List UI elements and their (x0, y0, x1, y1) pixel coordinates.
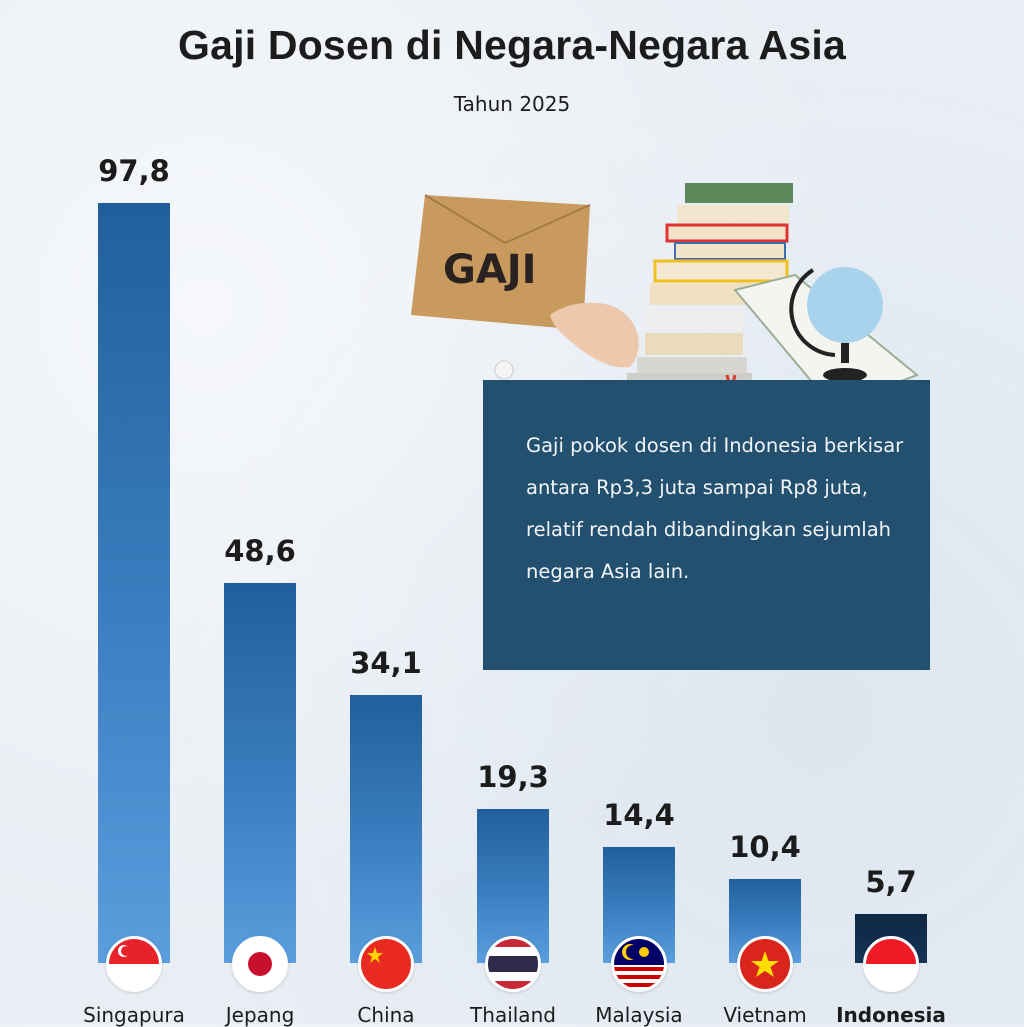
value-label: 48,6 (224, 534, 296, 568)
globe-icon (789, 267, 883, 382)
value-label: 97,8 (98, 154, 170, 188)
category-label: Jepang (225, 1003, 295, 1027)
chart-subtitle: Tahun 2025 (453, 92, 571, 116)
chart-title: Gaji Dosen di Negara-Negara Asia (178, 22, 846, 68)
category-label-highlighted: Indonesia (836, 1003, 946, 1027)
category-label: Thailand (470, 1003, 556, 1027)
value-label: 19,3 (477, 760, 549, 794)
value-label: 10,4 (729, 830, 801, 864)
bar-jepang (224, 583, 296, 963)
annotation-text: Gaji pokok dosen di Indonesia berkisar a… (526, 434, 904, 583)
hand-icon (550, 302, 639, 368)
category-label: Malaysia (595, 1003, 683, 1027)
bar-china (350, 695, 422, 963)
vietnam-flag-icon (737, 936, 793, 992)
value-label: 5,7 (865, 865, 917, 899)
value-label: 34,1 (350, 646, 422, 680)
envelope-icon: GAJI (411, 194, 591, 330)
category-label: Vietnam (723, 1003, 807, 1027)
japan-flag-icon (232, 936, 288, 992)
category-label: Singapura (83, 1003, 185, 1027)
category-label: China (357, 1003, 415, 1027)
singapore-flag-icon (106, 936, 162, 992)
china-flag-icon (358, 936, 414, 992)
thailand-flag-icon (485, 936, 541, 992)
svg-text:GAJI: GAJI (443, 247, 537, 293)
indonesia-flag-icon (863, 936, 919, 992)
annotation-box (483, 380, 930, 670)
salary-books-illustration: GAJI (411, 183, 919, 409)
malaysia-flag-icon (611, 936, 667, 992)
value-label: 14,4 (603, 798, 675, 832)
bar-singapura (98, 203, 170, 963)
pin-icon (494, 360, 514, 380)
